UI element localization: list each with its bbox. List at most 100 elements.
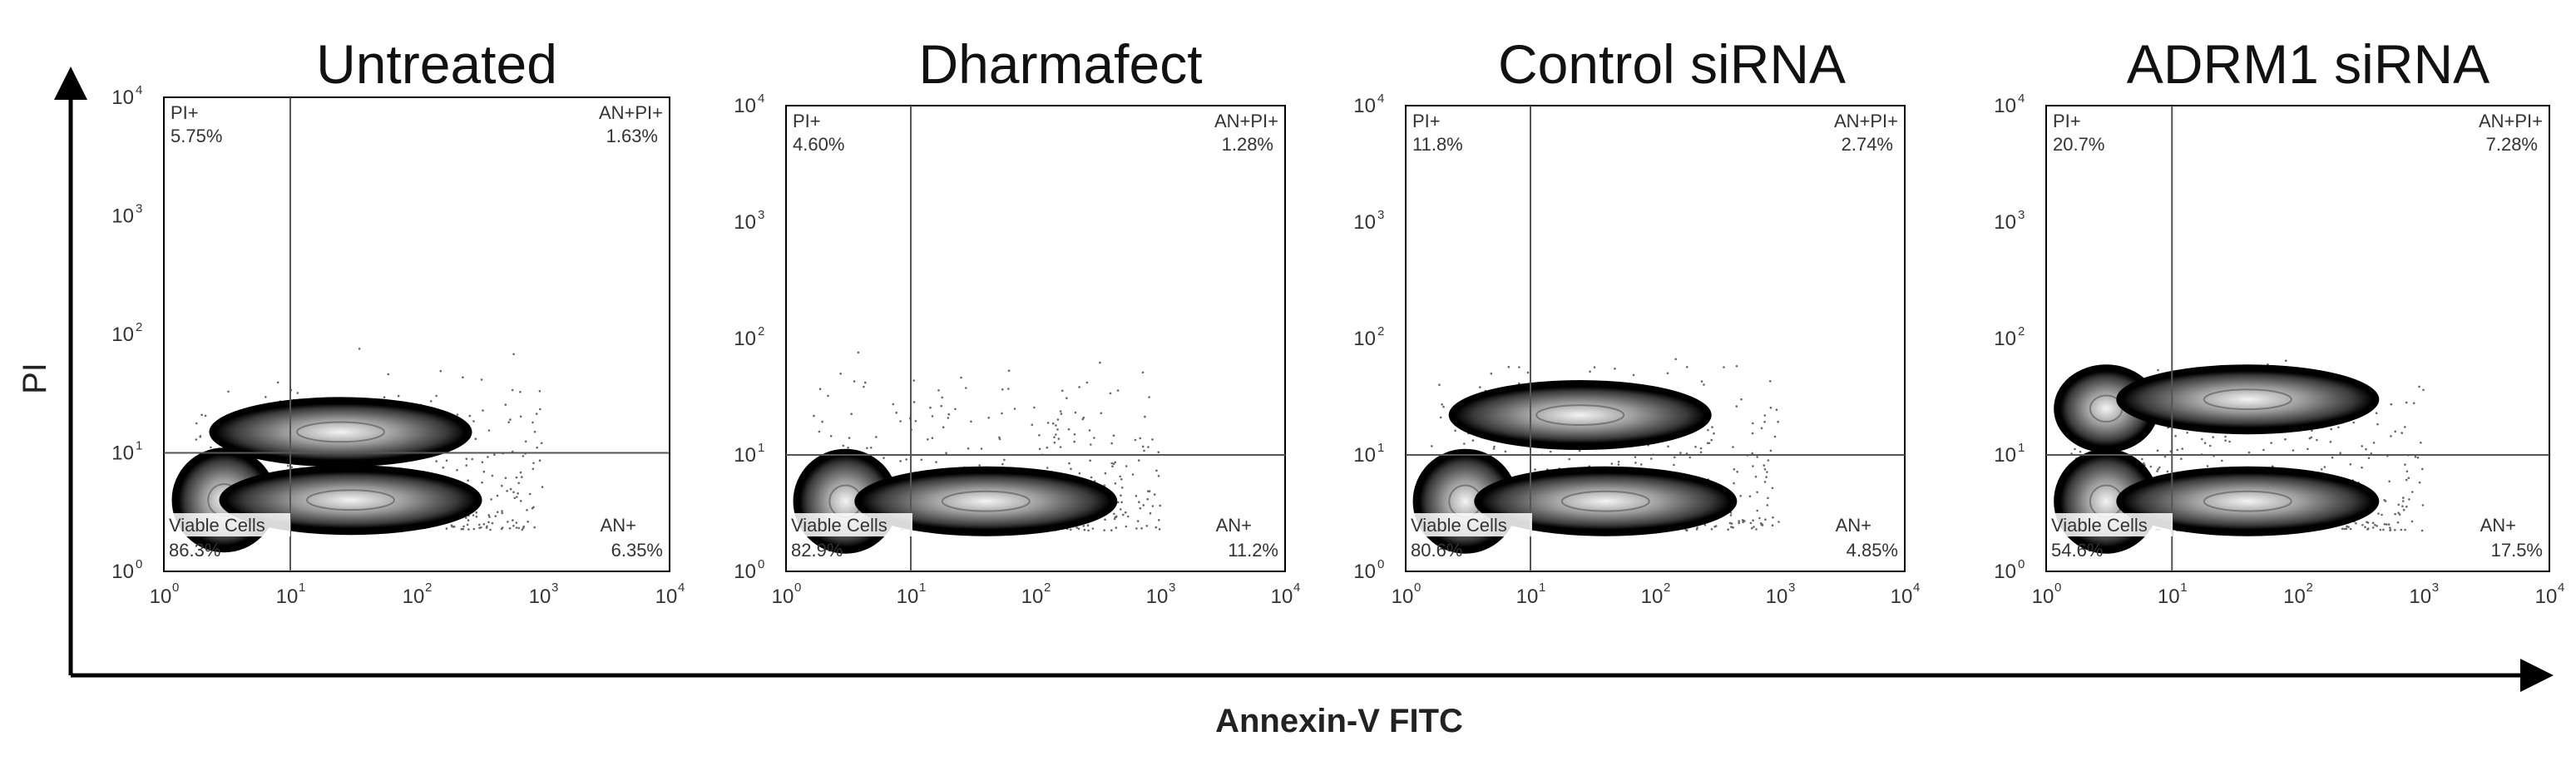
event-dot (2394, 430, 2396, 433)
event-dot (538, 459, 541, 462)
event-dot (2383, 523, 2386, 526)
event-dot (1103, 529, 1105, 531)
x-tick-label: 10 (1021, 586, 1044, 608)
event-dot (2418, 385, 2420, 388)
event-dot (456, 413, 459, 416)
event-dot (1471, 439, 1475, 442)
quadrant-label-an: AN+ (1836, 515, 1871, 536)
event-dot (512, 353, 515, 356)
event-dot (2405, 401, 2408, 404)
quadrant-label-an: AN+ (1216, 515, 1252, 536)
event-dot (517, 492, 519, 495)
event-dot (478, 526, 481, 530)
event-dot (2337, 426, 2340, 429)
event-dot (515, 526, 518, 529)
event-dot (1125, 525, 1128, 528)
event-dot (927, 438, 929, 441)
event-dot (1001, 388, 1004, 391)
event-dot (1769, 406, 1773, 409)
event-dot (2330, 427, 2332, 431)
event-dot (512, 525, 515, 527)
event-dot (857, 351, 860, 354)
event-dot (2228, 440, 2231, 443)
event-dot (998, 436, 1001, 439)
y-tick-label: 10 (1353, 561, 1376, 583)
event-dot (1773, 435, 1777, 438)
density-contour (295, 421, 385, 443)
event-dot (489, 528, 492, 531)
event-dot (1632, 373, 1635, 377)
y-tick-exponent: 3 (136, 202, 142, 216)
event-dot (1074, 411, 1077, 414)
event-dot (1713, 432, 1715, 435)
event-dot (539, 408, 541, 411)
event-dot (895, 411, 897, 414)
event-dot (2361, 466, 2363, 469)
event-dot (1735, 405, 1738, 408)
event-dot (1703, 383, 1705, 386)
panel-2: Dharmafect PI+ 4.60% AN+PI+ 1.28% Viable Cell… (734, 33, 1300, 608)
event-dot (1771, 524, 1774, 526)
event-dot (2387, 523, 2391, 526)
event-dot (2390, 435, 2392, 437)
event-dot (1145, 525, 1149, 527)
event-dot (487, 521, 490, 524)
event-dot (2262, 448, 2265, 452)
event-dot (2355, 521, 2357, 525)
event-dot (1057, 437, 1061, 440)
event-dot (276, 381, 279, 384)
event-dot (2316, 438, 2318, 442)
event-dot (2308, 437, 2311, 440)
event-dot (2420, 442, 2422, 444)
event-dot (199, 435, 201, 438)
event-dot (1769, 380, 1772, 383)
event-dot (2224, 439, 2227, 442)
x-axis-title: Annexin-V FITC (1215, 703, 1463, 739)
event-dot (1696, 526, 1698, 529)
event-dot (1033, 406, 1036, 409)
event-dot (1772, 516, 1774, 519)
event-dot (478, 523, 481, 526)
x-tick-label: 10 (772, 586, 794, 608)
event-dot (452, 525, 456, 528)
event-dot (1053, 436, 1056, 438)
x-tick-label: 10 (1392, 586, 1414, 608)
event-dot (467, 528, 470, 531)
event-dot (1158, 519, 1160, 521)
quadrant-label-viable: Viable Cells (2051, 515, 2148, 536)
event-dot (2401, 500, 2405, 502)
x-tick-exponent: 0 (172, 581, 179, 595)
event-dot (1070, 467, 1072, 470)
event-dot (2381, 513, 2383, 516)
event-dot (1046, 422, 1050, 424)
x-tick-exponent: 0 (2054, 581, 2061, 595)
density-population (1455, 387, 1705, 444)
event-dot (1617, 463, 1620, 466)
y-tick-label: 10 (734, 561, 756, 583)
event-dot (2343, 527, 2346, 531)
event-dot (2376, 423, 2379, 426)
panel-title: Dharmafect (918, 33, 1202, 95)
event-dot (818, 430, 821, 433)
event-dot (2271, 465, 2274, 467)
quadrant-value-pi: 5.75% (171, 126, 222, 146)
event-dot (2323, 466, 2326, 468)
event-dot (1729, 514, 1733, 516)
event-dot (1699, 451, 1703, 454)
event-dot (2420, 529, 2424, 532)
event-dot (465, 457, 468, 460)
event-dot (813, 414, 815, 418)
event-dot (940, 404, 942, 408)
event-dot (2397, 511, 2400, 514)
event-dot (1549, 450, 1552, 453)
event-dot (387, 373, 390, 376)
event-dot (1493, 445, 1496, 448)
event-dot (1751, 432, 1754, 435)
event-dot (2389, 529, 2391, 531)
event-dot (1073, 433, 1076, 436)
event-dot (853, 380, 856, 383)
event-dot (2384, 500, 2387, 502)
x-tick-label: 10 (2409, 586, 2431, 608)
event-dot (1767, 459, 1770, 462)
event-dot (1748, 495, 1752, 497)
